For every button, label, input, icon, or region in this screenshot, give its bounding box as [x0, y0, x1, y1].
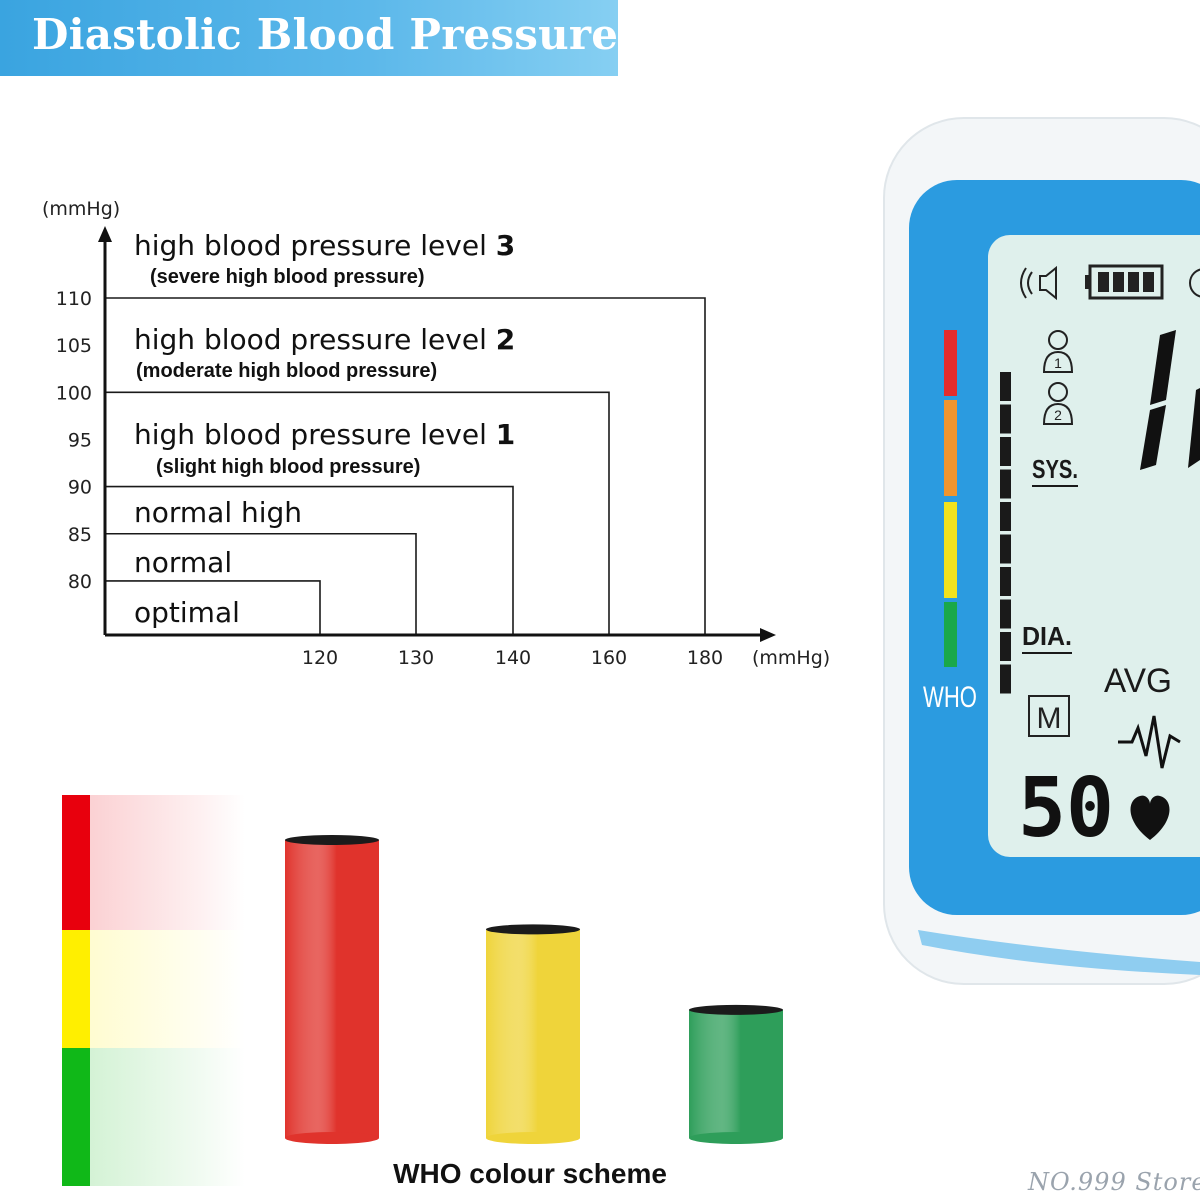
pulse-value: 50	[1018, 761, 1114, 856]
bp-monitor-device: WHO 1 2 SYS. DIA. AVG M 50	[883, 117, 1200, 985]
cylinder-bar	[689, 1004, 783, 1144]
lcd-level-segment	[1000, 567, 1011, 596]
who-indicator-segment	[944, 502, 957, 598]
x-tick-label: 140	[495, 647, 531, 669]
avg-label: AVG	[1104, 662, 1172, 700]
x-tick-label: 120	[302, 647, 338, 669]
y-tick-label: 105	[56, 335, 92, 357]
who-colour-scheme-caption: WHO colour scheme	[393, 1158, 667, 1189]
who-scale-glow	[90, 930, 245, 1048]
who-scale-glow	[90, 795, 245, 930]
cylinder-base	[689, 1132, 783, 1144]
region-boundary	[105, 532, 417, 635]
svg-text:2: 2	[1054, 407, 1062, 423]
battery-icon	[1085, 264, 1164, 300]
y-axis-arrow	[98, 226, 112, 242]
region-sublabel: (slight high blood pressure)	[156, 456, 420, 478]
monitor-base-accent	[918, 930, 1200, 975]
y-axis-unit: (mmHg)	[42, 198, 120, 220]
speaker-icon	[1020, 265, 1057, 301]
y-tick-label: 110	[56, 288, 92, 310]
region-label: optimal	[134, 596, 240, 629]
systolic-digits	[1140, 330, 1200, 470]
y-tick-label: 80	[68, 571, 92, 593]
lcd-level-segment	[1000, 599, 1011, 629]
cylinder-base	[285, 1132, 379, 1144]
who-indicator-label: WHO	[923, 681, 977, 714]
y-tick-label: 85	[68, 524, 92, 546]
region-sublabel: (severe high blood pressure)	[150, 266, 425, 288]
heart-icon	[1130, 795, 1170, 840]
user-2-icon: 2	[1042, 382, 1074, 425]
cylinder-base	[486, 1132, 580, 1144]
title-banner: Diastolic Blood Pressure	[0, 0, 618, 76]
who-scale-segment	[62, 1048, 90, 1186]
cylinder-top	[689, 1004, 783, 1015]
lcd-level-segment	[1000, 632, 1011, 661]
region-label: high blood pressure level 1	[134, 418, 515, 451]
lcd-level-segment	[1000, 404, 1011, 434]
page-title: Diastolic Blood Pressure	[32, 10, 619, 59]
cylinder-top	[486, 924, 580, 935]
sys-label: SYS.	[1032, 454, 1078, 484]
x-tick-label: 130	[398, 647, 434, 669]
who-scale-segment	[62, 795, 90, 930]
region-label: normal	[134, 546, 232, 579]
region-sublabel: (moderate high blood pressure)	[136, 360, 437, 382]
who-indicator-segment	[944, 602, 957, 667]
cylinder-top	[285, 835, 379, 845]
y-tick-label: 100	[56, 382, 92, 404]
region-boundary	[105, 297, 706, 635]
x-tick-label: 180	[687, 647, 723, 669]
dia-label: DIA.	[1022, 621, 1072, 651]
lcd-level-segment	[1000, 469, 1011, 499]
cylinder-shine	[285, 840, 379, 1138]
lcd-level-segment	[1000, 372, 1011, 401]
cylinder-shine	[486, 929, 580, 1138]
cylinder-bar	[486, 924, 580, 1144]
who-scale-glow	[90, 1048, 245, 1186]
who-indicator-segment	[944, 400, 957, 496]
memory-box	[1028, 695, 1070, 737]
region-boundary	[105, 391, 610, 635]
region-boundary	[105, 485, 514, 635]
region-label: high blood pressure level 2	[134, 323, 515, 356]
lcd-level-segment	[1000, 534, 1011, 564]
region-boundary	[105, 580, 321, 635]
who-scale-segment	[62, 930, 90, 1048]
memory-label: M	[1037, 702, 1062, 735]
cylinder-bar	[285, 835, 379, 1144]
svg-text:1: 1	[1054, 355, 1062, 371]
cylinder-shine	[689, 1009, 783, 1138]
lcd-screen	[988, 235, 1200, 857]
alarm-icon	[1189, 268, 1200, 298]
y-tick-label: 95	[68, 429, 92, 451]
y-tick-label: 90	[68, 477, 92, 499]
x-tick-label: 160	[591, 647, 627, 669]
heartbeat-icon	[1118, 715, 1181, 769]
lcd-level-segment	[1000, 502, 1011, 531]
x-axis-arrow	[760, 628, 776, 642]
region-label: high blood pressure level 3	[134, 229, 515, 262]
lcd-level-segment	[1000, 664, 1011, 694]
region-label: normal high	[134, 496, 302, 529]
x-axis-unit: (mmHg)	[752, 647, 830, 669]
lcd-level-segment	[1000, 437, 1011, 466]
store-watermark: NO.999 Store	[1028, 1168, 1200, 1196]
user-1-icon: 1	[1042, 330, 1074, 373]
who-indicator-segment	[944, 330, 957, 396]
